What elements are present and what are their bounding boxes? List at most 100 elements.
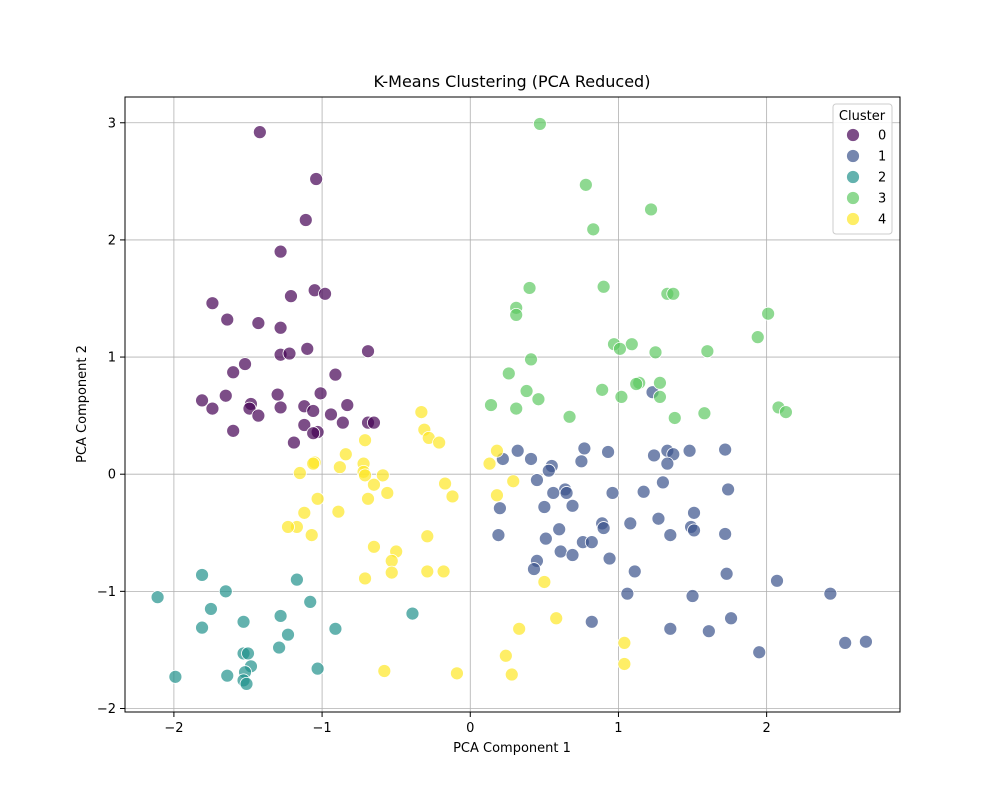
data-point — [432, 435, 447, 450]
legend-marker — [846, 212, 860, 226]
data-point — [273, 244, 288, 259]
data-point — [687, 505, 701, 520]
data-point — [272, 640, 287, 655]
data-point — [574, 454, 589, 469]
data-point — [361, 491, 375, 506]
data-point — [324, 407, 338, 422]
data-point — [205, 401, 220, 416]
data-point — [310, 491, 325, 506]
data-point — [552, 522, 567, 537]
data-point — [605, 486, 620, 500]
data-point — [562, 409, 577, 424]
data-point — [644, 202, 658, 217]
data-point — [251, 408, 266, 423]
data-point — [527, 562, 541, 576]
legend-marker — [846, 128, 860, 142]
data-point — [482, 456, 497, 471]
data-point — [335, 415, 350, 430]
data-point — [498, 648, 513, 663]
data-point — [236, 614, 251, 629]
y-tick-label: 3 — [108, 116, 116, 131]
data-point — [297, 505, 312, 520]
data-point — [761, 306, 776, 321]
x-tick-label: 1 — [614, 721, 622, 736]
data-point — [420, 529, 435, 544]
data-point — [778, 405, 793, 420]
data-point — [519, 384, 534, 398]
data-point — [226, 423, 241, 438]
legend-label: 0 — [878, 129, 886, 144]
data-point — [367, 539, 381, 554]
data-point — [361, 344, 375, 359]
data-point — [533, 117, 547, 131]
x-axis-label: PCA Component 1 — [453, 741, 571, 756]
data-point — [287, 435, 301, 450]
data-point — [752, 645, 767, 660]
data-point — [195, 568, 209, 582]
data-point — [195, 393, 209, 408]
data-point — [666, 286, 681, 301]
data-point — [663, 621, 678, 636]
legend-item-4: 4 — [846, 212, 886, 228]
legend: Cluster 0 1 2 3 4 — [832, 103, 893, 235]
data-point — [509, 401, 524, 416]
data-point — [667, 411, 682, 425]
data-point — [750, 330, 765, 345]
data-point — [537, 500, 552, 514]
data-point — [328, 367, 343, 382]
data-point — [358, 571, 372, 586]
legend-label: 2 — [878, 171, 886, 186]
data-point — [380, 486, 395, 500]
data-point — [273, 320, 288, 335]
data-point — [220, 312, 235, 327]
data-point — [565, 498, 580, 513]
data-point — [656, 475, 670, 490]
data-point — [306, 456, 321, 471]
data-point — [284, 289, 298, 304]
data-point — [586, 222, 601, 237]
data-point — [238, 357, 252, 371]
y-tick-label: −2 — [97, 702, 116, 717]
data-point — [298, 213, 313, 227]
data-point — [614, 389, 629, 404]
data-point — [367, 415, 381, 430]
data-point — [770, 573, 784, 588]
data-point — [596, 279, 611, 294]
data-point — [687, 523, 701, 538]
data-point — [602, 551, 617, 566]
data-point — [338, 447, 353, 462]
data-point — [721, 482, 736, 497]
data-point — [195, 620, 209, 635]
data-point — [663, 528, 678, 543]
data-point — [584, 535, 599, 550]
data-point — [648, 345, 663, 360]
data-point — [719, 566, 734, 581]
data-point — [584, 614, 599, 629]
data-point — [367, 477, 381, 492]
data-point — [724, 611, 738, 626]
data-point — [660, 456, 675, 471]
data-point — [289, 572, 304, 587]
data-point — [300, 341, 315, 356]
data-point — [306, 404, 321, 418]
data-point — [331, 504, 346, 519]
legend-label: 4 — [878, 213, 886, 228]
data-point — [358, 468, 372, 483]
legend-marker — [846, 149, 860, 163]
y-axis-label: PCA Component 2 — [75, 345, 90, 463]
data-point — [624, 337, 639, 352]
data-point — [596, 521, 611, 535]
data-point — [718, 442, 733, 457]
data-point — [304, 528, 319, 543]
data-point — [484, 398, 498, 412]
legend-item-1: 1 — [846, 149, 886, 165]
data-point — [438, 476, 452, 491]
data-point — [358, 433, 372, 448]
y-tick-label: 2 — [108, 233, 116, 248]
data-point — [310, 661, 325, 676]
x-tick-label: −1 — [312, 721, 331, 736]
data-point — [251, 316, 266, 330]
legend-label: 1 — [878, 150, 886, 165]
series-cluster-3 — [484, 117, 793, 425]
data-point — [629, 377, 644, 391]
